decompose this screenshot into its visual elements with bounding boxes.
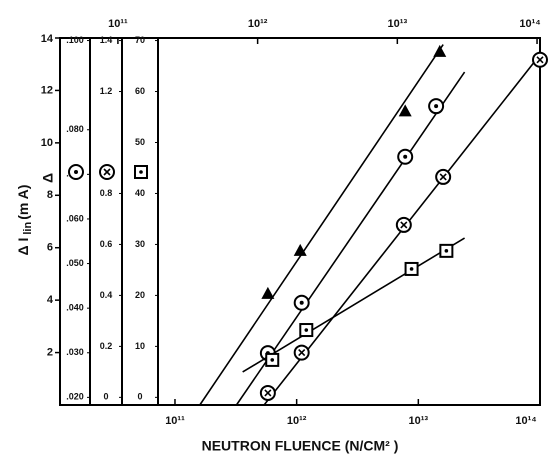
marker-part <box>398 104 412 117</box>
aux-tick-label: 0 <box>103 392 108 402</box>
x-tick-label: 10¹⁴ <box>515 415 536 427</box>
marker-part <box>304 328 309 332</box>
top-x-tick-label: 10¹² <box>248 18 268 30</box>
marker-part <box>270 358 275 362</box>
marker-part <box>103 168 111 176</box>
plot-frame <box>59 37 541 406</box>
aux-tick-label: .080 <box>66 124 84 134</box>
top-x-tick-label: 10¹⁴ <box>519 18 540 30</box>
marker-part <box>400 221 408 229</box>
top-x-tick-label: 10¹¹ <box>108 18 128 30</box>
aux-tick-label: 40 <box>135 188 145 198</box>
marker-part <box>409 267 414 271</box>
y-tick-label: 2 <box>47 346 53 358</box>
aux-tick-label: 0.2 <box>100 341 113 351</box>
marker-circle-dot <box>428 98 445 115</box>
x-tick-label: 10¹² <box>287 415 307 427</box>
marker-circle-dot <box>68 164 84 180</box>
marker-part <box>74 170 78 174</box>
y-tick-label: 6 <box>47 242 53 254</box>
aux-tick-label: 30 <box>135 239 145 249</box>
aux-tick-label: 0.6 <box>100 239 113 249</box>
aux-tick-label: .020 <box>66 392 84 402</box>
marker-circle-x <box>293 344 310 361</box>
marker-part <box>139 170 143 174</box>
aux-tick-label: 1.4 <box>100 35 113 45</box>
y-axis-label: Δ I lin (m A) <box>15 185 34 256</box>
y-tick-label: 4 <box>47 294 54 306</box>
marker-part <box>434 104 439 109</box>
y-label-main: Δ I <box>15 238 31 256</box>
x-tick-label: 10¹¹ <box>165 415 185 427</box>
marker-part <box>261 286 275 299</box>
aux-tick-label: 1.2 <box>100 86 113 96</box>
aux-tick-label: 60 <box>135 86 145 96</box>
aux-tick-label: .060 <box>66 213 84 223</box>
marker-part <box>433 44 447 57</box>
aux-tick-label: .050 <box>66 258 84 268</box>
marker-triangle <box>293 243 307 256</box>
marker-circle-x <box>395 216 412 233</box>
marker-square-dot <box>134 165 148 179</box>
aux-tick-label: 0 <box>137 392 142 402</box>
x-axis-label: NEUTRON FLUENCE (N/CM² ) <box>202 438 399 454</box>
aux-tick-label: 0.8 <box>100 188 113 198</box>
marker-square-dot <box>404 261 419 276</box>
marker-square-dot <box>439 243 454 258</box>
marker-part <box>439 173 447 181</box>
marker-part <box>444 249 449 253</box>
marker-part <box>299 300 304 305</box>
marker-circle-x <box>435 168 452 185</box>
marker-part <box>403 154 408 159</box>
aux-tick-label: 0.4 <box>100 290 113 300</box>
aux-tick-label: 70 <box>135 35 145 45</box>
y-label-sub: lin <box>22 222 34 235</box>
marker-part <box>536 56 544 64</box>
aux-tick-label: 50 <box>135 137 145 147</box>
marker-part <box>293 243 307 256</box>
x-tick-label: 10¹³ <box>409 415 429 427</box>
y-tick-label: 14 <box>41 33 54 45</box>
marker-part <box>264 389 272 397</box>
fit-line <box>199 44 444 406</box>
marker-square-dot <box>265 352 280 367</box>
marker-circle-x <box>532 51 548 68</box>
aux-tick-label: .040 <box>66 303 84 313</box>
marker-triangle <box>433 44 447 57</box>
y-tick-label: 8 <box>47 189 53 201</box>
marker-circle-dot <box>397 148 414 165</box>
main-axis-symbol: Δ <box>40 173 56 183</box>
marker-circle-dot <box>293 294 310 311</box>
marker-square-dot <box>299 323 314 338</box>
y-tick-label: 10 <box>41 137 53 149</box>
y-tick-label: 12 <box>41 84 53 96</box>
top-x-tick-label: 10¹³ <box>388 18 408 30</box>
marker-circle-x <box>259 384 276 401</box>
marker-circle-x <box>99 164 115 180</box>
y-label-unit: (m A) <box>15 185 31 220</box>
aux-tick-label: .030 <box>66 347 84 357</box>
aux-tick-label: 20 <box>135 290 145 300</box>
marker-triangle <box>398 104 412 117</box>
aux-tick-label: 10 <box>135 341 145 351</box>
marker-triangle <box>261 286 275 299</box>
fit-line <box>242 237 466 373</box>
marker-part <box>298 349 306 357</box>
aux-tick-label: .100 <box>66 35 84 45</box>
